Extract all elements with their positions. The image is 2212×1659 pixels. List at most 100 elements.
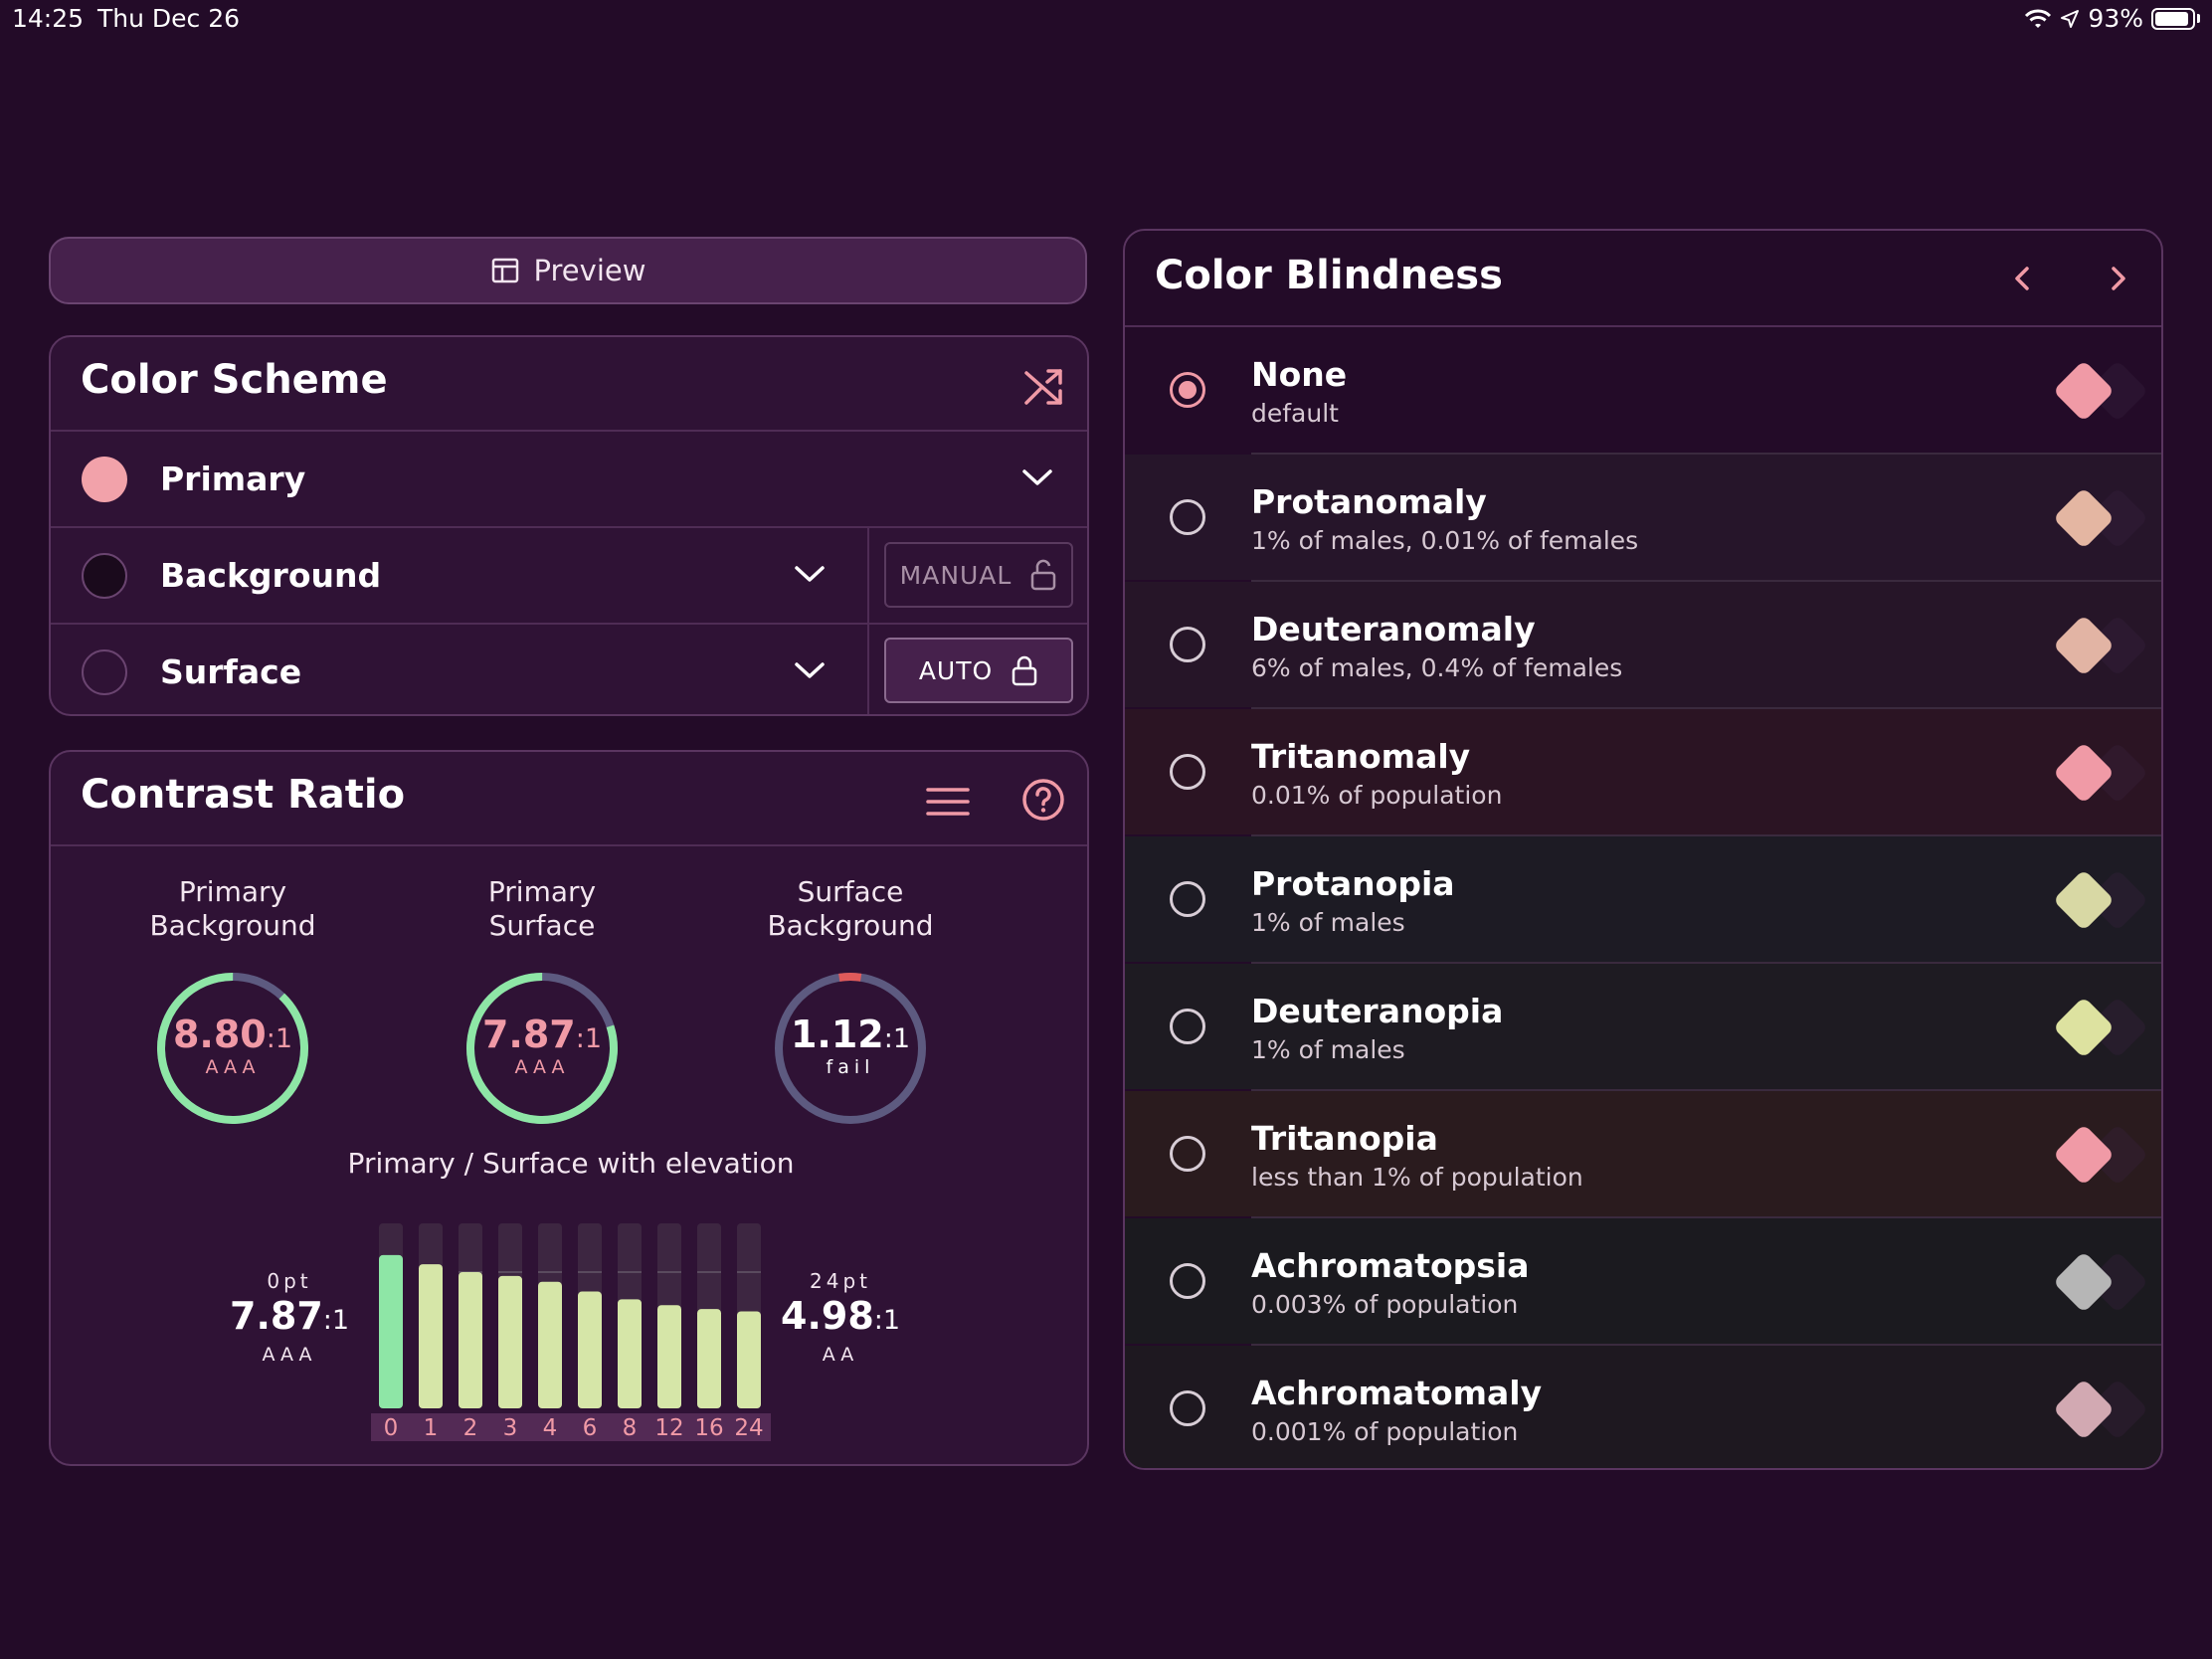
divider (51, 844, 1087, 846)
bar-label: 0 (384, 1415, 399, 1441)
color-blindness-item[interactable]: Protanomaly 1% of males, 0.01% of females (1125, 453, 2161, 580)
background-swatch[interactable] (82, 552, 127, 599)
color-blindness-item[interactable]: Deuteranopia 1% of males (1125, 962, 2161, 1089)
color-blindness-item[interactable]: Tritanopia less than 1% of population (1125, 1089, 2161, 1216)
radio-button[interactable] (1170, 1009, 1205, 1044)
chevron-down-icon[interactable] (793, 658, 827, 682)
elevation-bar (657, 1305, 681, 1408)
divider (1251, 453, 2161, 455)
radio-button[interactable] (1170, 881, 1205, 917)
background-label: Background (160, 556, 382, 595)
scheme-row-background[interactable]: Background (51, 528, 1087, 623)
divider (1251, 834, 2161, 836)
radio-button[interactable] (1170, 627, 1205, 662)
simulated-color-swatch (2052, 1250, 2116, 1314)
color-blindness-card: Color Blindness None default Protanomaly 1%… (1123, 229, 2163, 1470)
item-name: Deuteranomaly (1251, 610, 1536, 648)
divider (1251, 1089, 2161, 1091)
contrast-ratio-title: Contrast Ratio (81, 772, 406, 818)
status-time: 14:25 (12, 4, 85, 33)
divider (1251, 707, 2161, 709)
chevron-down-icon[interactable] (793, 562, 827, 586)
manual-label: MANUAL (899, 560, 1013, 590)
gauge-fill (157, 973, 308, 1124)
elevation-bar (737, 1311, 761, 1408)
radio-dot (1179, 381, 1197, 399)
gauge-label: Primary Surface (423, 875, 661, 943)
color-blindness-item[interactable]: Deuteranomaly 6% of males, 0.4% of female… (1125, 580, 2161, 707)
status-bar: 14:25 Thu Dec 26 93% (0, 0, 2212, 40)
item-subtitle: less than 1% of population (1251, 1163, 1583, 1192)
wifi-icon (2025, 9, 2052, 28)
elevation-left-rating: AAA (262, 1344, 317, 1366)
gauge-label: Primary Background (113, 875, 352, 943)
preview-button[interactable]: Preview (49, 237, 1087, 304)
preview-label: Preview (533, 254, 646, 287)
radio-button[interactable] (1170, 372, 1205, 408)
item-name: Tritanomaly (1251, 737, 1471, 776)
color-blindness-item[interactable]: Tritanomaly 0.01% of population (1125, 707, 2161, 834)
chevron-left-icon[interactable] (2005, 261, 2041, 296)
gauge-readout: 8.80:1 AAA (153, 1013, 312, 1078)
help-icon[interactable] (1020, 777, 1066, 823)
chevron-right-icon[interactable] (2100, 261, 2135, 296)
item-name: Achromatomaly (1251, 1374, 1543, 1412)
divider (51, 526, 1087, 528)
primary-swatch[interactable] (82, 456, 127, 502)
color-blindness-item[interactable]: Achromatomaly 0.001% of population (1125, 1344, 2161, 1468)
color-blindness-item[interactable]: Protanopia 1% of males (1125, 834, 2161, 962)
status-right: 93% (2024, 4, 2200, 33)
scheme-row-primary[interactable]: Primary (51, 432, 1087, 526)
radio-button[interactable] (1170, 1263, 1205, 1299)
gauge-value-suffix: :1 (575, 1023, 603, 1054)
color-blindness-item[interactable]: Achromatopsia 0.003% of population (1125, 1216, 2161, 1344)
gauge-value-number: 8.80 (172, 1013, 267, 1056)
elevation-right-suffix: :1 (873, 1305, 901, 1336)
gauge-label-line1: Surface (797, 875, 904, 908)
radio-button[interactable] (1170, 754, 1205, 790)
bar-label-band (371, 1413, 771, 1441)
surface-swatch[interactable] (82, 648, 127, 695)
simulated-color-swatch (2052, 741, 2116, 805)
battery-icon (2151, 7, 2195, 30)
location-icon (2061, 9, 2080, 28)
item-name: Achromatopsia (1251, 1246, 1530, 1285)
radio-button[interactable] (1170, 1390, 1205, 1426)
elevation-right-number: 4.98 (781, 1294, 874, 1338)
item-name: Protanopia (1251, 864, 1455, 903)
elevation-left-value: 7.87:1 (230, 1293, 349, 1344)
bar-label: 1 (424, 1415, 439, 1441)
item-subtitle: 1% of males (1251, 908, 1405, 937)
simulated-color-swatch (2052, 359, 2116, 423)
gauge-rating: AAA (514, 1056, 570, 1078)
simulated-color-swatch (2052, 486, 2116, 550)
scheme-row-surface[interactable]: Surface (51, 625, 1087, 714)
gauge-rating: AAA (205, 1056, 261, 1078)
divider (51, 623, 1087, 625)
elevation-bar (697, 1309, 721, 1408)
battery-cap (2197, 14, 2200, 23)
gauge-value-number: 7.87 (481, 1013, 576, 1056)
bar-label: 3 (503, 1415, 518, 1441)
radio-button[interactable] (1170, 1136, 1205, 1172)
gauge-value: 1.12:1 (771, 1013, 930, 1056)
elevation-right-pt: 24pt (810, 1269, 871, 1293)
menu-icon[interactable] (926, 782, 970, 822)
color-blindness-item[interactable]: None default (1125, 327, 2161, 453)
manual-toggle-button[interactable]: MANUAL (884, 542, 1073, 608)
item-subtitle: default (1251, 399, 1339, 428)
divider (1251, 1344, 2161, 1346)
elevation-left-pt: 0pt (267, 1269, 312, 1293)
unlock-icon (1031, 559, 1056, 591)
shuffle-icon[interactable] (1020, 363, 1068, 411)
divider (1125, 325, 2161, 327)
chevron-down-icon[interactable] (1020, 465, 1054, 489)
radio-button[interactable] (1170, 499, 1205, 535)
elevation-left-number: 7.87 (230, 1294, 323, 1338)
contrast-ratio-card: Contrast Ratio Primary Background 8.80:1 AA… (49, 750, 1089, 1466)
gauge-label: Surface Background (731, 875, 970, 943)
elevation-left-readout: 0pt 7.87:1 AAA (230, 1269, 349, 1366)
gauge-value-suffix: :1 (883, 1023, 911, 1054)
auto-toggle-button[interactable]: AUTO (884, 638, 1073, 703)
divider (1251, 1216, 2161, 1218)
